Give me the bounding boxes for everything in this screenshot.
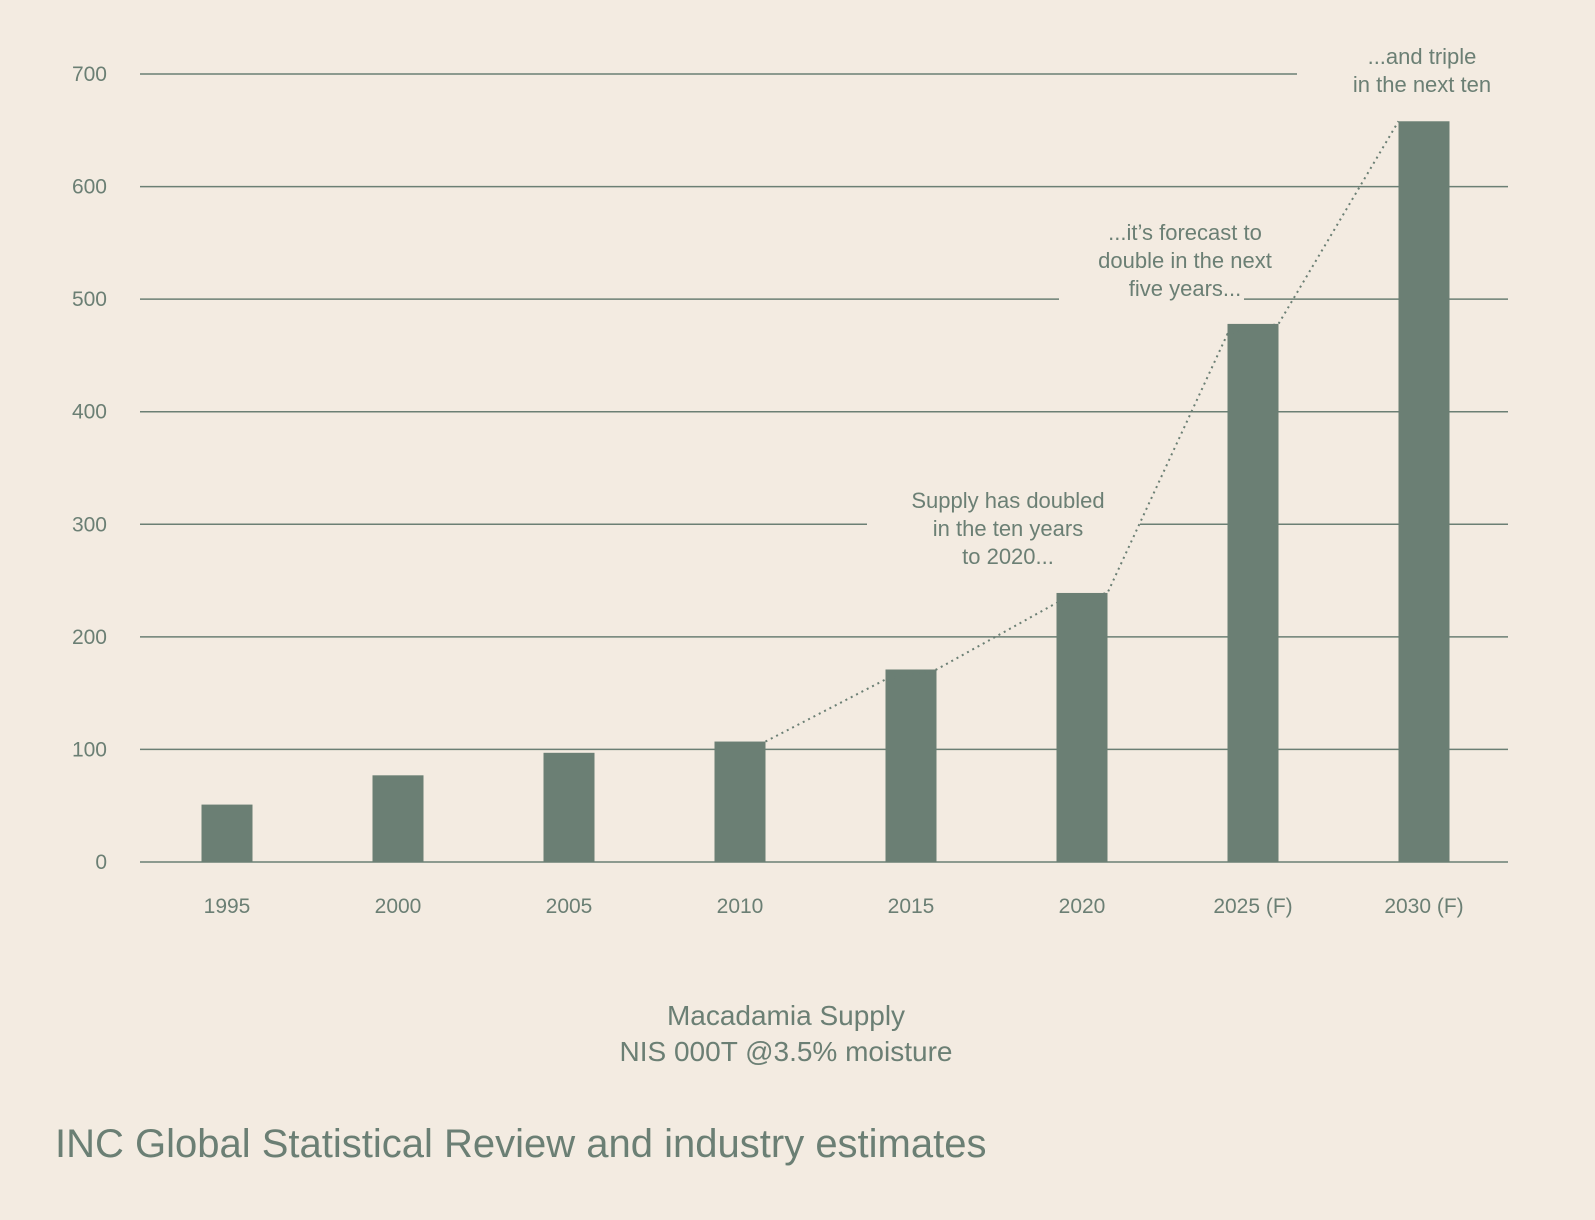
x-tick-label-2010: 2010 [717, 895, 764, 918]
x-tick-label-1995: 1995 [204, 895, 251, 918]
source-caption: INC Global Statistical Review and indust… [55, 1122, 987, 1166]
y-tick-label-500: 500 [72, 288, 107, 311]
x-tick-label-2020: 2020 [1059, 895, 1106, 918]
bar-2025-F [1227, 323, 1279, 862]
y-axis-labels: 0 100 200 300 400 500 600 700 [72, 63, 107, 874]
x-axis-labels: 1995 2000 2005 2010 2015 2020 2025 (F) 2030 (F) [204, 895, 1464, 918]
gridlines [140, 73, 1508, 863]
chart-title: Macadamia Supply [667, 1000, 905, 1031]
annotation-forecast-line-1: ...it’s forecast to [1108, 220, 1262, 245]
y-tick-label-0: 0 [95, 851, 107, 874]
chart-units: NIS 000T @3.5% moisture [620, 1036, 953, 1067]
annotation-doubled-line-1: Supply has doubled [911, 488, 1104, 513]
y-tick-label-200: 200 [72, 626, 107, 649]
x-tick-label-2030-F: 2030 (F) [1384, 895, 1463, 918]
y-tick-label-600: 600 [72, 176, 107, 199]
x-tick-label-2005: 2005 [546, 895, 593, 918]
bar-2010 [714, 741, 766, 862]
annotation-forecast-line-2: double in the next [1098, 248, 1272, 273]
y-tick-label-400: 400 [72, 401, 107, 424]
annotation-triple-line-2: in the next ten [1353, 72, 1491, 97]
y-tick-label-100: 100 [72, 738, 107, 761]
bar-1995 [201, 804, 253, 862]
annotation-triple-line-1: ...and triple [1368, 44, 1477, 69]
bar-2000 [372, 775, 424, 862]
annotation-doubled-line-2: in the ten years [933, 516, 1083, 541]
bar-2015 [885, 669, 937, 862]
y-tick-label-700: 700 [72, 63, 107, 86]
bars [201, 121, 1450, 862]
annotation-forecast-line-3: five years... [1129, 276, 1241, 301]
bar-2020 [1056, 592, 1108, 862]
bar-2005 [543, 752, 595, 862]
x-tick-label-2015: 2015 [888, 895, 935, 918]
x-tick-label-2025-F: 2025 (F) [1213, 895, 1292, 918]
annotation-doubled-line-3: to 2020... [962, 544, 1054, 569]
y-tick-label-300: 300 [72, 513, 107, 536]
bar-2030-F [1398, 121, 1450, 862]
x-tick-label-2000: 2000 [375, 895, 422, 918]
